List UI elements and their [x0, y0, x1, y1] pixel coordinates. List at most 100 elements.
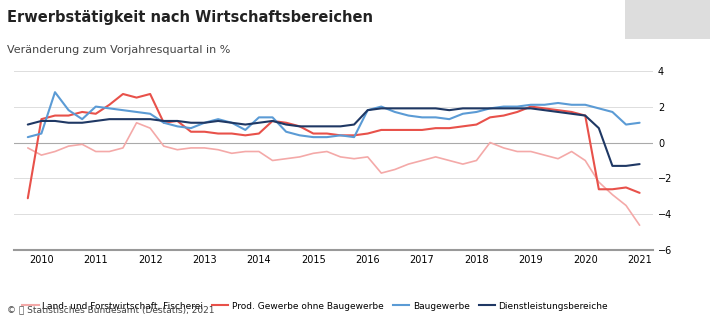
- Dienstleistungsbereiche: [622, 164, 630, 168]
- Baugewerbe: [132, 110, 141, 114]
- Prod. Gewerbe ohne Baugewerbe: [200, 130, 209, 134]
- Land- und Forstwirtschaft, Fischerei: [404, 162, 413, 166]
- Dienstleistungsbereiche: [241, 123, 250, 126]
- Baugewerbe: [364, 108, 372, 112]
- Baugewerbe: [472, 110, 481, 114]
- Land- und Forstwirtschaft, Fischerei: [417, 159, 426, 162]
- Baugewerbe: [227, 121, 236, 125]
- Baugewerbe: [78, 117, 87, 121]
- Dienstleistungsbereiche: [337, 125, 345, 128]
- Land- und Forstwirtschaft, Fischerei: [472, 159, 481, 162]
- Prod. Gewerbe ohne Baugewerbe: [432, 126, 440, 130]
- Prod. Gewerbe ohne Baugewerbe: [635, 191, 644, 195]
- Prod. Gewerbe ohne Baugewerbe: [527, 105, 535, 108]
- Land- und Forstwirtschaft, Fischerei: [377, 171, 386, 175]
- Land- und Forstwirtschaft, Fischerei: [594, 180, 603, 184]
- Land- und Forstwirtschaft, Fischerei: [364, 155, 372, 159]
- Land- und Forstwirtschaft, Fischerei: [282, 157, 290, 160]
- Prod. Gewerbe ohne Baugewerbe: [377, 128, 386, 132]
- Baugewerbe: [404, 114, 413, 117]
- Dienstleistungsbereiche: [146, 117, 154, 121]
- Dienstleistungsbereiche: [268, 119, 277, 123]
- Dienstleistungsbereiche: [486, 107, 494, 110]
- Dienstleistungsbereiche: [635, 162, 644, 166]
- Prod. Gewerbe ohne Baugewerbe: [622, 186, 630, 189]
- Land- und Forstwirtschaft, Fischerei: [499, 146, 508, 150]
- Land- und Forstwirtschaft, Fischerei: [622, 204, 630, 207]
- Prod. Gewerbe ohne Baugewerbe: [472, 123, 481, 126]
- Baugewerbe: [173, 125, 182, 128]
- Baugewerbe: [567, 103, 576, 107]
- Baugewerbe: [486, 107, 494, 110]
- Prod. Gewerbe ohne Baugewerbe: [105, 103, 114, 107]
- Baugewerbe: [295, 134, 304, 137]
- Land- und Forstwirtschaft, Fischerei: [160, 144, 168, 148]
- Dienstleistungsbereiche: [295, 125, 304, 128]
- Prod. Gewerbe ohne Baugewerbe: [445, 126, 454, 130]
- Baugewerbe: [214, 117, 222, 121]
- Land- und Forstwirtschaft, Fischerei: [322, 150, 331, 153]
- Baugewerbe: [622, 123, 630, 126]
- Prod. Gewerbe ohne Baugewerbe: [337, 134, 345, 137]
- Land- und Forstwirtschaft, Fischerei: [581, 159, 589, 162]
- Baugewerbe: [527, 103, 535, 107]
- Land- und Forstwirtschaft, Fischerei: [173, 148, 182, 152]
- Baugewerbe: [513, 105, 522, 108]
- Prod. Gewerbe ohne Baugewerbe: [540, 107, 549, 110]
- Baugewerbe: [187, 126, 195, 130]
- Land- und Forstwirtschaft, Fischerei: [527, 150, 535, 153]
- Baugewerbe: [37, 132, 45, 135]
- Dienstleistungsbereiche: [459, 107, 467, 110]
- Baugewerbe: [23, 135, 32, 139]
- Prod. Gewerbe ohne Baugewerbe: [187, 130, 195, 134]
- Land- und Forstwirtschaft, Fischerei: [432, 155, 440, 159]
- Baugewerbe: [322, 135, 331, 139]
- Land- und Forstwirtschaft, Fischerei: [227, 152, 236, 155]
- Prod. Gewerbe ohne Baugewerbe: [459, 125, 467, 128]
- Prod. Gewerbe ohne Baugewerbe: [214, 132, 222, 135]
- Prod. Gewerbe ohne Baugewerbe: [513, 110, 522, 114]
- Land- und Forstwirtschaft, Fischerei: [350, 157, 359, 160]
- Baugewerbe: [540, 103, 549, 107]
- Land- und Forstwirtschaft, Fischerei: [78, 143, 87, 146]
- Prod. Gewerbe ohne Baugewerbe: [364, 132, 372, 135]
- Land- und Forstwirtschaft, Fischerei: [295, 155, 304, 159]
- Prod. Gewerbe ohne Baugewerbe: [554, 108, 562, 112]
- Land- und Forstwirtschaft, Fischerei: [513, 150, 522, 153]
- Baugewerbe: [581, 103, 589, 107]
- Baugewerbe: [105, 107, 114, 110]
- Dienstleistungsbereiche: [255, 121, 263, 125]
- Line: Dienstleistungsbereiche: Dienstleistungsbereiche: [28, 108, 640, 166]
- Land- und Forstwirtschaft, Fischerei: [119, 146, 127, 150]
- Land- und Forstwirtschaft, Fischerei: [92, 150, 100, 153]
- Prod. Gewerbe ohne Baugewerbe: [132, 96, 141, 100]
- Baugewerbe: [65, 108, 73, 112]
- Land- und Forstwirtschaft, Fischerei: [391, 168, 399, 171]
- Baugewerbe: [391, 110, 399, 114]
- Dienstleistungsbereiche: [173, 119, 182, 123]
- Prod. Gewerbe ohne Baugewerbe: [486, 116, 494, 119]
- Text: Veränderung zum Vorjahresquartal in %: Veränderung zum Vorjahresquartal in %: [7, 45, 231, 55]
- Baugewerbe: [119, 108, 127, 112]
- Prod. Gewerbe ohne Baugewerbe: [282, 121, 290, 125]
- Prod. Gewerbe ohne Baugewerbe: [295, 125, 304, 128]
- Land- und Forstwirtschaft, Fischerei: [23, 146, 32, 150]
- Dienstleistungsbereiche: [513, 107, 522, 110]
- Land- und Forstwirtschaft, Fischerei: [187, 146, 195, 150]
- Baugewerbe: [309, 135, 317, 139]
- Prod. Gewerbe ohne Baugewerbe: [65, 114, 73, 117]
- Prod. Gewerbe ohne Baugewerbe: [350, 134, 359, 137]
- Prod. Gewerbe ohne Baugewerbe: [78, 110, 87, 114]
- Baugewerbe: [594, 107, 603, 110]
- Prod. Gewerbe ohne Baugewerbe: [268, 119, 277, 123]
- Dienstleistungsbereiche: [417, 107, 426, 110]
- Dienstleistungsbereiche: [554, 110, 562, 114]
- Dienstleistungsbereiche: [65, 121, 73, 125]
- Prod. Gewerbe ohne Baugewerbe: [581, 114, 589, 117]
- Baugewerbe: [255, 116, 263, 119]
- Prod. Gewerbe ohne Baugewerbe: [23, 196, 32, 200]
- Baugewerbe: [50, 90, 59, 94]
- Baugewerbe: [445, 117, 454, 121]
- Prod. Gewerbe ohne Baugewerbe: [322, 132, 331, 135]
- Baugewerbe: [337, 134, 345, 137]
